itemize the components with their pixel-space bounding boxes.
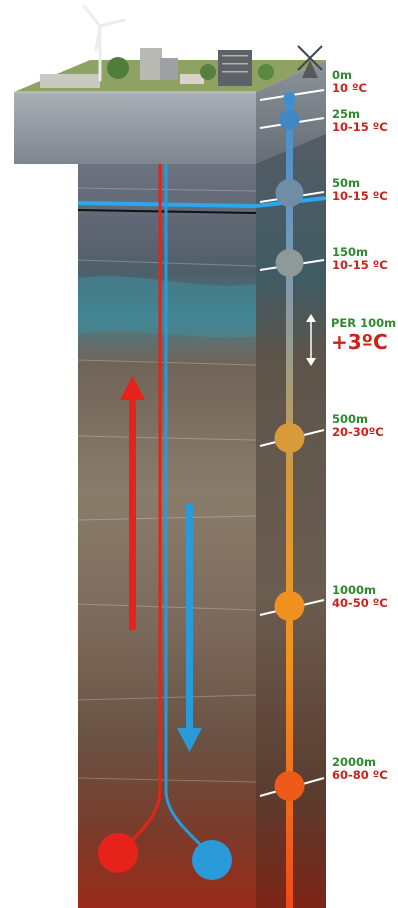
probe-sensor [275, 179, 304, 207]
building-icon [160, 58, 178, 80]
town [40, 48, 274, 88]
temperature-probe [286, 96, 293, 908]
tree-icon [258, 64, 274, 80]
probe-sensors [274, 92, 305, 801]
depth-label: 1000m 40-50 ºC [332, 584, 388, 610]
surface-slab-front [14, 92, 256, 164]
up-arrow-icon [120, 376, 145, 630]
temperature-value: 10-15 ºC [332, 258, 388, 272]
wind-turbine-icon [82, 4, 126, 82]
building-icon [180, 74, 204, 84]
cold-reservoir [192, 840, 232, 880]
tree-icon [107, 57, 129, 79]
probe-sensor [274, 423, 305, 453]
depth-label: 25m 10-15 ºC [332, 108, 388, 134]
depth-value: 0m [332, 68, 352, 82]
down-arrow-icon [177, 504, 202, 752]
temperature-value: 60-80 ºC [332, 768, 388, 782]
depth-value: 500m [332, 412, 368, 426]
depth-value: 50m [332, 176, 360, 190]
temperature-value: 10-15 ºC [332, 120, 388, 134]
temperature-value: 10 ºC [332, 81, 367, 95]
depth-label: 150m 10-15 ºC [332, 246, 388, 272]
temperature-value: 40-50 ºC [332, 596, 388, 610]
depth-value: 1000m [332, 583, 376, 597]
probe-sensor [274, 771, 305, 801]
gradient-unit: PER 100m [331, 316, 397, 330]
probe-sensor [274, 591, 305, 621]
depth-label: 2000m 60-80 ºC [332, 756, 388, 782]
probe-sensor [279, 110, 300, 130]
depth-value: 25m [332, 107, 360, 121]
depth-value: 150m [332, 245, 368, 259]
tree-icon [200, 64, 216, 80]
depth-label: 500m 20-30ºC [332, 413, 384, 439]
gradient-value: +3ºC [331, 330, 388, 354]
temperature-value: 10-15 ºC [332, 189, 388, 203]
depth-label: 0m 10 ºC [332, 69, 367, 95]
probe-sensor [283, 92, 296, 104]
gradient-label: PER 100m +3ºC [331, 316, 396, 354]
probe-sensor [275, 249, 304, 277]
building-icon [40, 74, 100, 88]
building-icon [140, 48, 162, 80]
double-arrow-icon [306, 314, 316, 366]
depth-value: 2000m [332, 755, 376, 769]
windmill-icon [297, 45, 323, 78]
temperature-value: 20-30ºC [332, 425, 384, 439]
hot-reservoir [98, 833, 138, 873]
depth-label: 50m 10-15 ºC [332, 177, 388, 203]
